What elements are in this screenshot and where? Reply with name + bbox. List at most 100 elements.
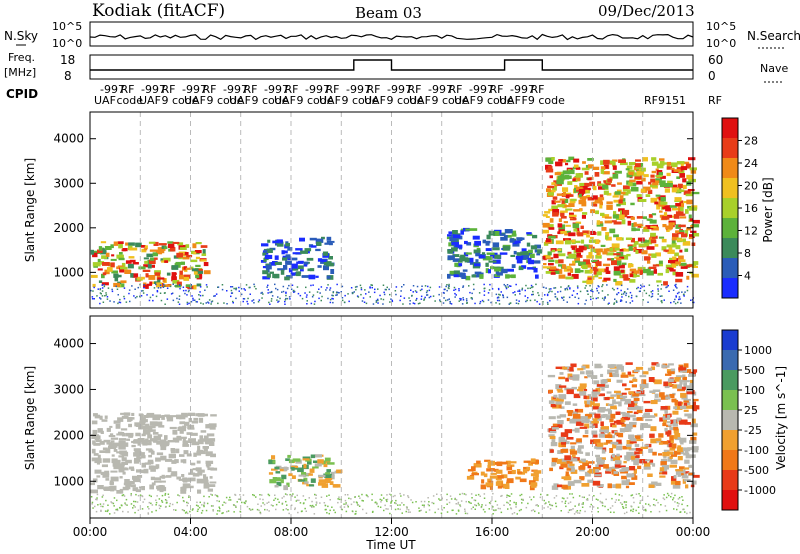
echo-cell xyxy=(399,492,401,495)
echo-cell xyxy=(517,302,520,305)
echo-cell xyxy=(226,290,228,292)
echo-cell xyxy=(674,494,676,497)
echo-cell xyxy=(445,299,447,302)
echo-cell xyxy=(313,506,315,508)
echo-cell xyxy=(686,389,693,393)
echo-cell xyxy=(573,228,578,232)
echo-cell xyxy=(285,508,287,510)
cpid-code: -997 xyxy=(182,83,207,96)
echo-cell xyxy=(187,290,190,293)
echo-cell xyxy=(286,297,289,300)
echo-cell xyxy=(216,513,218,515)
echo-cell xyxy=(405,510,407,513)
echo-cell xyxy=(122,510,124,513)
echo-cell xyxy=(662,452,670,457)
echo-cell xyxy=(668,260,676,264)
echo-cell xyxy=(161,501,164,503)
echo-cell xyxy=(303,463,307,469)
velocity-colorbar-label: Velocity [m s^-1] xyxy=(774,366,788,470)
echo-cell xyxy=(476,460,481,464)
echo-cell xyxy=(625,301,627,303)
echo-cell xyxy=(585,395,590,400)
echo-cell xyxy=(239,494,241,496)
echo-cell xyxy=(308,274,316,280)
echo-cell xyxy=(186,485,194,489)
echo-cell xyxy=(535,504,537,507)
echo-cell xyxy=(287,454,291,458)
echo-cell xyxy=(680,302,682,304)
echo-cell xyxy=(148,454,152,458)
echo-cell xyxy=(536,504,538,506)
echo-cell xyxy=(291,268,299,271)
echo-cell xyxy=(613,270,621,276)
echo-cell xyxy=(307,459,312,465)
echo-cell xyxy=(403,494,405,496)
echo-cell xyxy=(594,274,599,278)
echo-cell xyxy=(338,498,341,501)
echo-cell xyxy=(109,513,111,515)
echo-cell xyxy=(304,248,312,252)
echo-cell xyxy=(190,284,192,286)
echo-cell xyxy=(484,511,486,513)
echo-cell xyxy=(241,501,243,504)
echo-cell xyxy=(92,262,101,267)
echo-cell xyxy=(677,447,683,453)
echo-cell xyxy=(492,242,500,248)
echo-cell xyxy=(135,432,141,437)
echo-cell xyxy=(204,289,206,291)
echo-cell xyxy=(105,252,110,257)
echo-cell xyxy=(320,286,323,288)
echo-cell xyxy=(683,467,690,470)
echo-cell xyxy=(195,301,197,303)
echo-cell xyxy=(167,493,170,495)
echo-cell xyxy=(196,510,199,512)
echo-cell xyxy=(565,471,569,477)
echo-cell xyxy=(268,472,274,475)
echo-cell xyxy=(546,294,549,297)
echo-cell xyxy=(489,485,493,490)
echo-cell xyxy=(199,286,202,288)
echo-cell xyxy=(228,499,230,501)
echo-cell xyxy=(655,482,662,486)
echo-cell xyxy=(350,498,352,500)
echo-cell xyxy=(367,495,369,498)
echo-cell xyxy=(679,173,685,178)
echo-cell xyxy=(611,184,616,187)
echo-cell xyxy=(519,290,521,293)
echo-cell xyxy=(203,476,208,481)
echo-cell xyxy=(187,427,195,430)
echo-cell xyxy=(616,433,620,437)
echo-cell xyxy=(651,226,659,231)
echo-cell xyxy=(589,285,591,287)
echo-cell xyxy=(262,293,264,295)
echo-cell xyxy=(337,291,339,294)
echo-cell xyxy=(249,509,252,511)
echo-cell xyxy=(594,474,601,477)
echo-cell xyxy=(650,184,658,188)
echo-cell xyxy=(532,293,534,296)
echo-cell xyxy=(146,253,154,258)
echo-cell xyxy=(643,285,645,288)
echo-cell xyxy=(381,499,383,501)
x-tick-label: 08:00 xyxy=(274,525,309,539)
echo-cell xyxy=(551,249,556,253)
echo-cell xyxy=(113,241,119,246)
echo-cell xyxy=(252,494,254,496)
echo-cell xyxy=(609,467,615,472)
echo-cell xyxy=(182,496,184,499)
echo-cell xyxy=(623,185,630,189)
echo-cell xyxy=(623,278,631,281)
echo-cell xyxy=(604,505,606,508)
echo-cell xyxy=(618,401,622,407)
echo-cell xyxy=(691,446,699,450)
echo-cell xyxy=(465,275,471,281)
echo-cell xyxy=(676,189,685,192)
echo-cell xyxy=(461,275,467,279)
echo-cell xyxy=(526,253,533,256)
echo-cell xyxy=(106,510,109,513)
echo-cell xyxy=(196,301,198,303)
echo-cell xyxy=(268,494,271,497)
echo-cell xyxy=(194,250,202,254)
echo-cell xyxy=(239,510,241,513)
echo-cell xyxy=(132,507,134,509)
